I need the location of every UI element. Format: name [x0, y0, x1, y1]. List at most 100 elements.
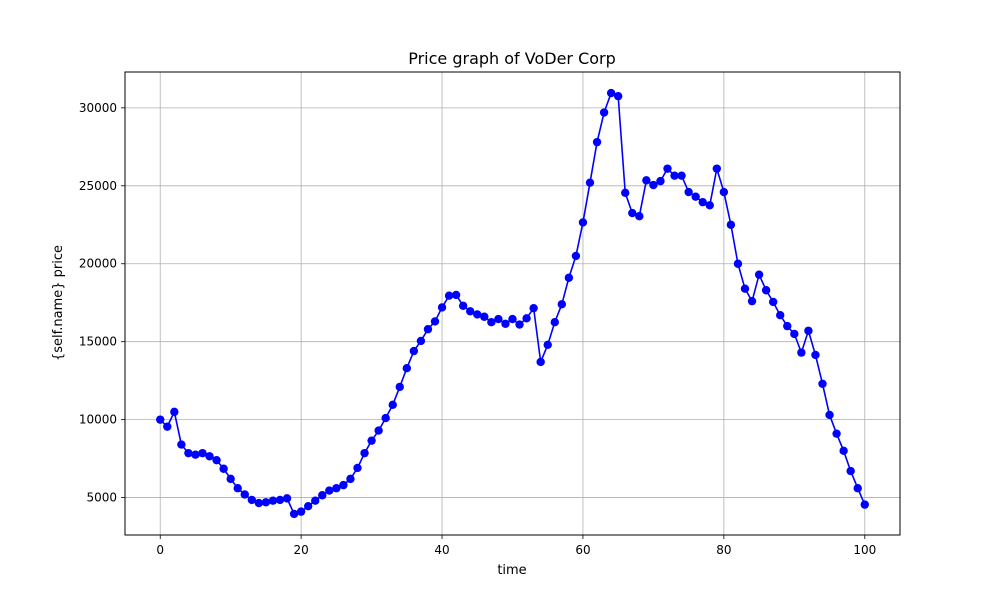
data-point — [240, 490, 249, 499]
data-point — [402, 363, 412, 373]
data-point — [254, 498, 264, 508]
data-point — [515, 320, 524, 329]
data-point — [318, 491, 327, 500]
data-point — [698, 197, 707, 207]
data-point — [705, 201, 714, 210]
data-point — [212, 455, 221, 465]
data-point — [550, 318, 559, 327]
data-point — [747, 296, 757, 306]
x-tick-label: 80 — [716, 543, 731, 557]
data-point — [642, 176, 651, 185]
series-layer — [156, 88, 869, 519]
chart-title: Price graph of VoDer Corp — [408, 49, 616, 68]
data-point — [325, 486, 334, 495]
data-point — [860, 500, 869, 509]
data-point — [656, 176, 665, 186]
x-axis-label: time — [497, 563, 526, 578]
x-tick-label: 100 — [853, 543, 876, 557]
data-point — [522, 314, 531, 323]
data-point — [282, 494, 292, 503]
data-point — [508, 314, 517, 324]
data-point — [423, 325, 433, 334]
data-point — [691, 192, 700, 201]
data-point — [430, 317, 440, 326]
data-point — [670, 171, 679, 180]
data-point — [311, 496, 320, 505]
x-tick-label: 40 — [434, 543, 449, 557]
data-point — [635, 212, 644, 221]
data-point — [170, 407, 179, 417]
data-point — [726, 220, 736, 229]
y-tick-label: 5000 — [86, 491, 117, 505]
data-point — [191, 450, 200, 459]
data-point — [198, 448, 207, 458]
data-point — [768, 297, 778, 307]
axis-ticks: 0 20 40 60 80 100 5000 10000 15000 20000 25000 3000… — [79, 101, 876, 557]
data-point — [339, 480, 348, 490]
data-point — [599, 108, 609, 117]
y-tick-label: 25000 — [79, 179, 117, 193]
x-tick-label: 20 — [293, 543, 308, 557]
data-point — [754, 270, 764, 279]
data-point — [466, 307, 475, 316]
data-point — [247, 495, 257, 505]
x-tick-label: 60 — [575, 543, 590, 557]
data-point — [360, 448, 369, 458]
data-point — [409, 346, 419, 356]
data-point — [740, 284, 750, 293]
data-point — [719, 187, 729, 197]
y-axis-label: {self.name} price — [51, 245, 66, 361]
data-point — [585, 178, 595, 187]
data-point — [416, 336, 426, 346]
data-point — [388, 400, 397, 410]
data-point — [156, 415, 165, 424]
data-point — [811, 350, 820, 360]
data-point — [367, 436, 376, 445]
x-tick-label: 0 — [156, 543, 164, 557]
data-point — [536, 357, 545, 367]
data-point — [346, 474, 355, 484]
data-point — [233, 484, 242, 493]
data-point — [177, 440, 186, 449]
y-tick-label: 10000 — [79, 413, 117, 427]
data-point — [529, 303, 538, 313]
data-point — [261, 498, 271, 507]
data-point — [226, 474, 235, 484]
y-tick-label: 15000 — [79, 335, 117, 349]
data-point — [163, 422, 172, 431]
data-point — [578, 218, 588, 227]
data-point — [543, 340, 552, 350]
data-point — [592, 137, 602, 147]
data-point — [783, 321, 792, 331]
data-point — [663, 164, 672, 173]
data-point — [332, 484, 341, 493]
data-point — [776, 310, 785, 320]
data-point — [790, 329, 799, 339]
plot-area-frame — [124, 71, 901, 536]
data-point — [564, 273, 574, 282]
data-point — [444, 291, 454, 300]
data-point — [275, 495, 285, 505]
data-point — [494, 314, 503, 324]
data-point — [395, 382, 404, 392]
data-point — [353, 463, 362, 473]
data-point — [184, 448, 193, 458]
data-point — [451, 290, 461, 300]
data-point — [458, 301, 468, 311]
data-point — [557, 300, 567, 309]
data-point — [846, 466, 855, 476]
data-point — [649, 180, 658, 190]
data-point — [797, 348, 806, 357]
data-point — [289, 509, 299, 519]
data-point — [437, 303, 447, 312]
data-point — [839, 446, 848, 456]
data-point — [205, 452, 214, 461]
data-point — [303, 501, 313, 511]
data-point — [818, 379, 827, 388]
data-point — [733, 259, 743, 268]
data-point — [606, 88, 616, 98]
data-point — [712, 164, 722, 173]
